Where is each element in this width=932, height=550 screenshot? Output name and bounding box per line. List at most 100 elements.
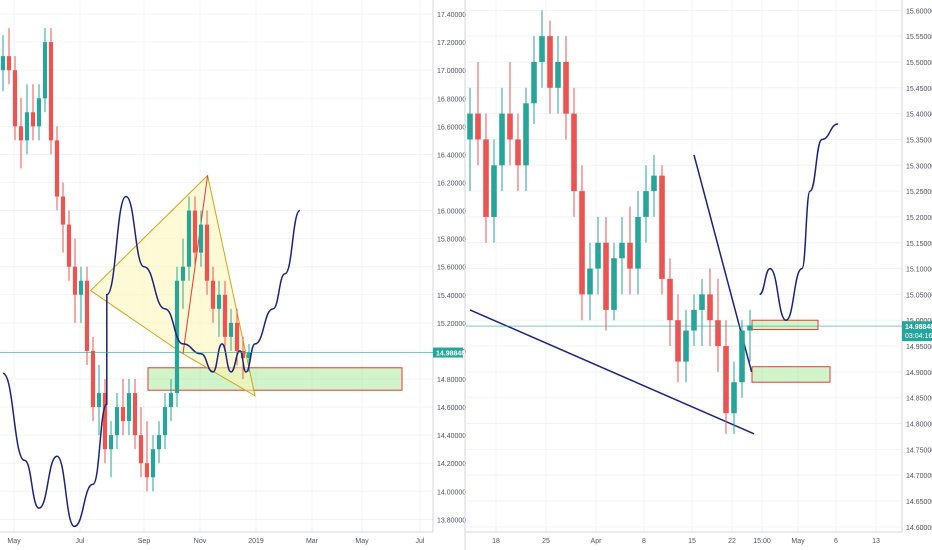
candle-body <box>483 139 489 217</box>
candle-body <box>42 42 48 99</box>
resistance-zone <box>751 319 819 331</box>
candle-body <box>523 103 529 166</box>
candle-body <box>96 393 102 408</box>
right-chart-panel: 14.60000 14.65000 14.70000 14.75000 14.80000… <box>466 0 932 545</box>
y-tick-label: 14.70000 <box>906 473 932 480</box>
candle-body <box>24 112 30 141</box>
x-tick-label: Nov <box>194 538 207 545</box>
candle-body <box>198 224 204 253</box>
candle-body <box>168 393 174 408</box>
candle-body <box>603 242 609 310</box>
candle-body <box>210 280 216 309</box>
current-price-badge <box>902 321 932 342</box>
candle-body <box>731 382 737 414</box>
candle-body <box>60 196 66 225</box>
candle-body <box>234 322 240 351</box>
x-tick-label: 13 <box>872 538 880 545</box>
candle-body <box>72 266 78 295</box>
y-tick-label: 17.40000 <box>437 12 466 19</box>
y-tick-label: 16.40000 <box>437 152 466 159</box>
candle-body <box>475 113 481 140</box>
plot-area <box>466 0 902 532</box>
y-tick-label: 14.60000 <box>437 405 466 412</box>
y-tick-label: 13.80000 <box>437 517 466 524</box>
candle-body <box>747 325 753 331</box>
candle-body <box>739 330 745 383</box>
candle-body <box>515 139 521 166</box>
left-chart-panel: 13.80000 14.00000 14.20000 14.40000 14.60000… <box>0 0 466 545</box>
candle-body <box>66 224 72 267</box>
x-tick-label: May <box>791 538 805 545</box>
candle-body <box>78 280 84 295</box>
candle-body <box>467 113 473 140</box>
y-tick-label: 14.65000 <box>906 499 932 506</box>
y-tick-label: 16.80000 <box>437 96 466 103</box>
projected-price-path <box>759 123 839 321</box>
x-tick-label: 15 <box>688 538 696 545</box>
candle-body <box>240 350 246 358</box>
y-tick-label: 17.00000 <box>437 68 466 75</box>
candle-body <box>507 113 513 140</box>
x-tick-label: 2019 <box>248 538 264 545</box>
candle-body <box>246 352 252 358</box>
candle-body <box>595 242 601 269</box>
y-tick-label: 17.20000 <box>437 40 466 47</box>
x-tick-label: Apr <box>591 538 603 545</box>
candle-body <box>90 350 96 408</box>
candle-body <box>132 393 138 436</box>
x-tick-label: Sep <box>138 538 151 545</box>
y-tick-label: 15.15000 <box>906 241 932 248</box>
x-tick-label: 15:00 <box>753 538 771 545</box>
candle-body <box>499 113 505 166</box>
candle-body <box>84 280 90 351</box>
y-tick-label: 15.35000 <box>906 137 932 144</box>
y-tick-label: 16.20000 <box>437 180 466 187</box>
candle-body <box>0 56 6 71</box>
y-tick-label: 14.80000 <box>437 377 466 384</box>
channel-lower-line <box>469 309 755 435</box>
candle-body <box>555 61 561 88</box>
candle-body <box>659 175 665 279</box>
y-tick-label: 15.30000 <box>906 163 932 170</box>
candle-body <box>114 407 120 436</box>
y-tick-label: 14.95000 <box>906 344 932 351</box>
y-tick-label: 15.45000 <box>906 86 932 93</box>
y-tick-label: 16.60000 <box>437 124 466 131</box>
support-zone <box>147 367 403 391</box>
candle-body <box>144 463 150 478</box>
y-tick-label: 15.20000 <box>437 321 466 328</box>
y-tick-label: 14.40000 <box>437 433 466 440</box>
candle-body <box>162 407 168 436</box>
candle-body <box>150 449 156 478</box>
candle-body <box>699 294 705 310</box>
y-tick-label: 15.40000 <box>437 293 466 300</box>
y-tick-label: 15.25000 <box>906 189 932 196</box>
candle-body <box>491 165 497 217</box>
x-tick-label: Jul <box>76 538 85 545</box>
candle-body <box>635 216 641 269</box>
candle-body <box>12 70 18 127</box>
y-tick-label: 14.00000 <box>437 489 466 496</box>
candle-body <box>216 294 222 309</box>
candle-body <box>627 242 633 269</box>
candle-body <box>611 258 617 310</box>
x-tick-label: 8 <box>642 538 646 545</box>
bar-countdown-label: 03:04:16 <box>905 333 932 340</box>
candle-body <box>619 242 625 259</box>
candle-body <box>531 61 537 104</box>
candle-body <box>222 294 228 337</box>
y-tick-label: 14.75000 <box>906 447 932 454</box>
x-tick-label: 6 <box>834 538 838 545</box>
candle-body <box>683 330 689 362</box>
candle-body <box>6 56 12 71</box>
candle-body <box>571 113 577 192</box>
y-tick-label: 15.60000 <box>437 265 466 272</box>
candle-body <box>18 126 24 141</box>
candle-body <box>579 191 585 295</box>
candle-body <box>138 435 144 464</box>
candle-body <box>723 346 729 414</box>
candle-body <box>36 98 42 127</box>
x-tick-label: 25 <box>542 538 550 545</box>
candle-body <box>715 320 721 347</box>
